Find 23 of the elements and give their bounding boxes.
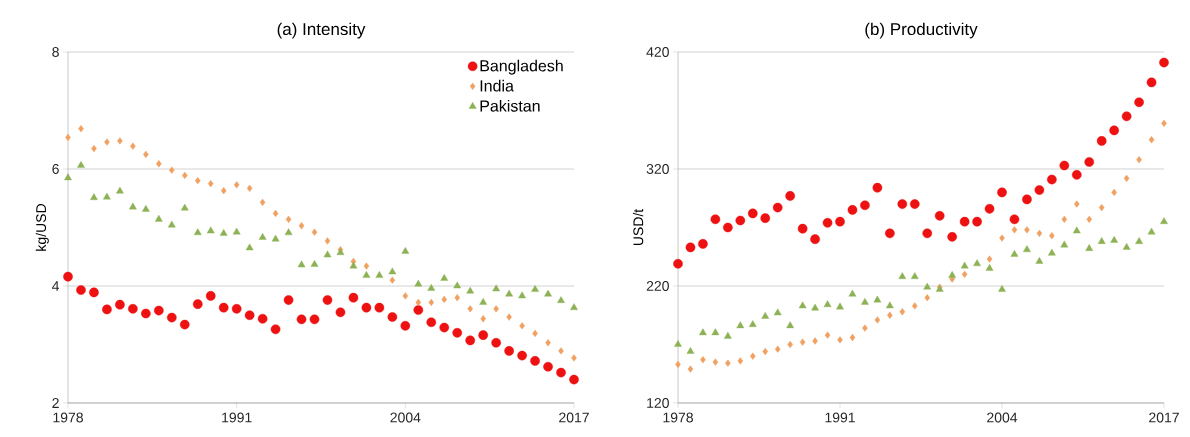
x-tick-label: 1991 [825,412,855,423]
x-tick-label: 2004 [390,412,421,423]
chart-title: (b) Productivity [865,22,978,39]
legend-label: India [480,79,514,92]
y-tick-label: 4 [52,281,60,291]
y-axis-title: USD/t [632,208,644,246]
x-tick-label: 2017 [559,412,589,423]
x-tick-label: 1978 [53,412,83,423]
y-tick-label: 8 [52,47,59,57]
x-tick-label: 1991 [222,412,252,423]
y-tick-label: 420 [646,47,669,57]
y-tick-label: 220 [646,281,669,291]
x-tick-label: 2004 [987,412,1018,423]
y-axis-title: kg/USD [35,204,49,251]
y-tick-label: 320 [646,164,669,174]
y-tick-label: 2 [52,398,59,408]
x-tick-label: 2017 [1149,412,1179,423]
legend-label: Bangladesh [480,59,563,75]
y-tick-label: 120 [647,398,669,408]
chart-title: (a) Intensity [277,22,366,39]
y-tick-label: 6 [52,164,59,174]
legend-label: Pakistan [480,99,540,112]
x-tick-label: 1978 [663,412,693,423]
